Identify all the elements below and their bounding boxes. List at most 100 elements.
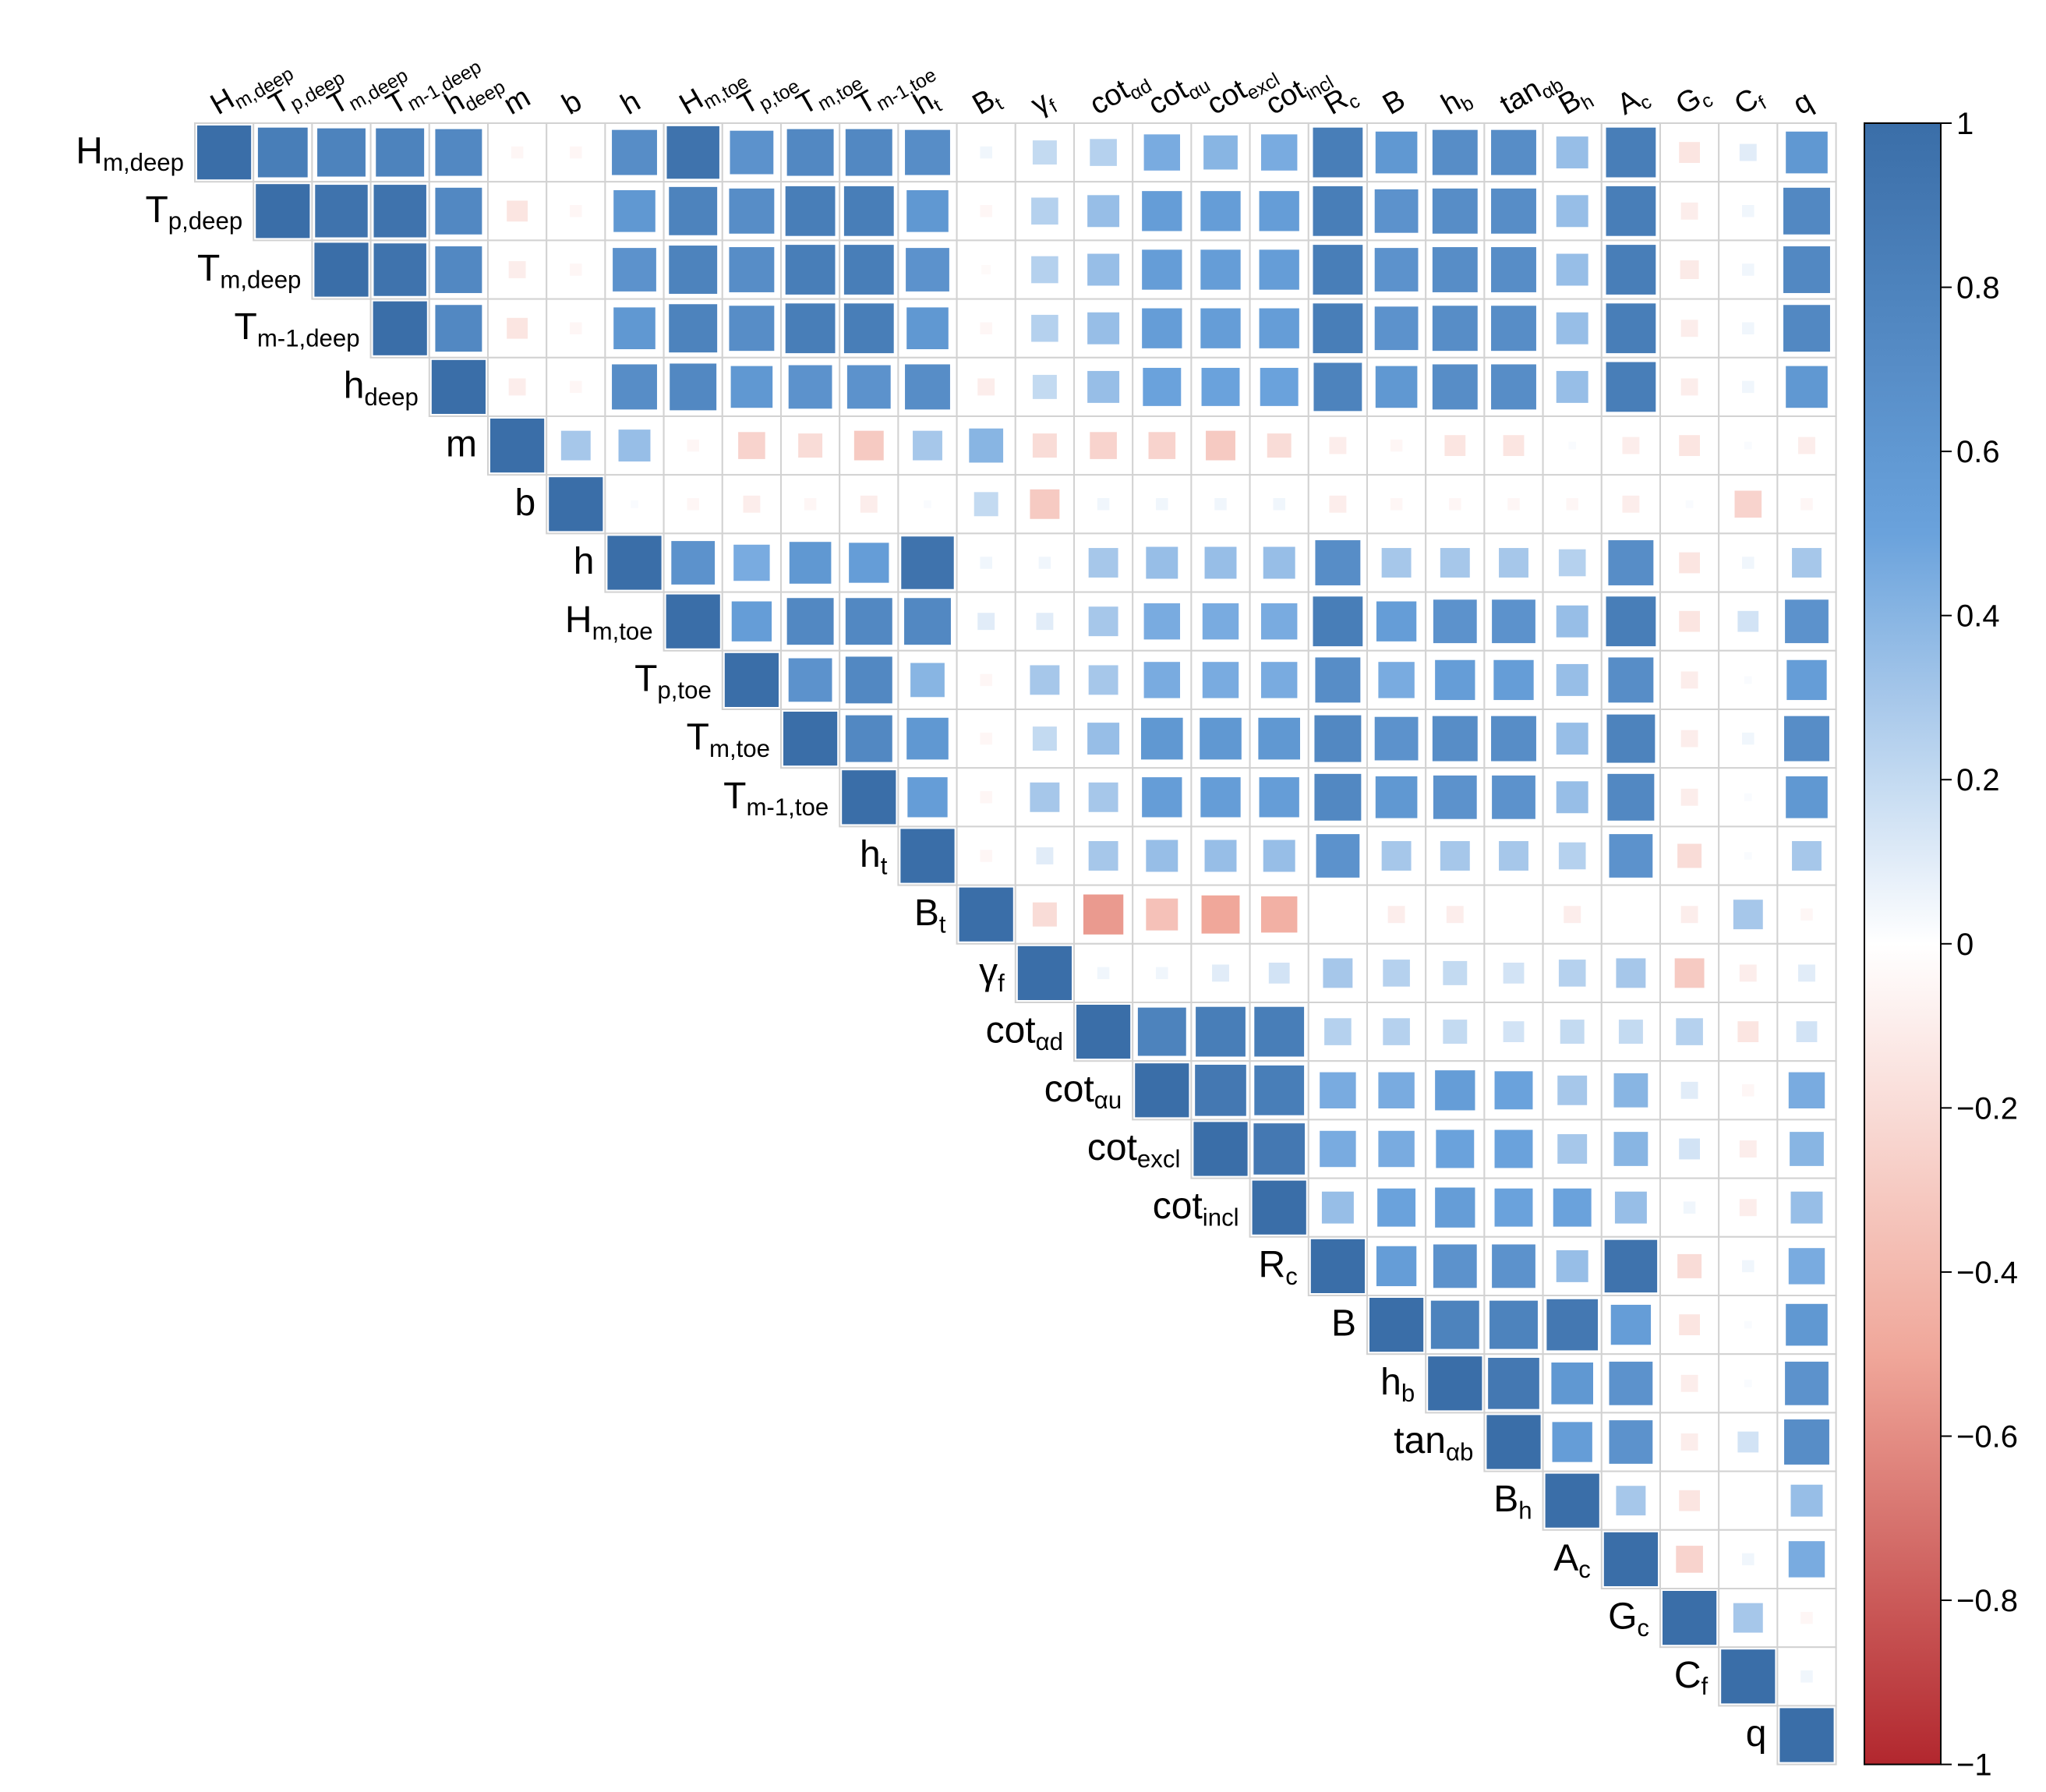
corr-square: [1790, 1484, 1823, 1517]
corr-square: [1315, 540, 1361, 585]
corr-square: [1146, 839, 1178, 872]
corr-square: [1613, 1073, 1648, 1108]
corr-square: [1503, 435, 1525, 457]
corr-square: [906, 717, 949, 760]
corr-square: [1254, 1065, 1305, 1115]
corr-square: [560, 430, 591, 461]
corr-square: [687, 498, 699, 511]
row-label: Hm,toe: [565, 599, 653, 645]
corr-square: [900, 829, 955, 883]
corr-square: [1792, 548, 1822, 578]
corr-square: [1739, 964, 1757, 982]
row-label-base: b: [514, 482, 535, 524]
row-label-sub: αb: [1446, 1438, 1473, 1465]
corr-square: [1376, 601, 1417, 642]
row-label: Bh: [1493, 1479, 1532, 1524]
corr-square: [1556, 663, 1588, 696]
corr-square: [980, 791, 992, 804]
corr-square: [1200, 717, 1242, 760]
colorbar-tick-label: −1: [1956, 1748, 1992, 1783]
corr-square: [373, 185, 426, 238]
corr-square: [1737, 610, 1759, 632]
corr-square: [913, 430, 942, 461]
corr-square: [1733, 900, 1763, 930]
corr-square: [1200, 777, 1241, 818]
corr-square: [1604, 1239, 1658, 1293]
corr-square: [1679, 1138, 1701, 1160]
corr-square: [1428, 1356, 1482, 1411]
corr-square: [1679, 552, 1701, 574]
grid-cell: [1776, 1177, 1837, 1238]
corr-square: [1679, 142, 1701, 164]
corr-square: [1252, 1180, 1306, 1235]
corr-square: [1786, 659, 1827, 701]
row-label-sub: m-1,toe: [746, 793, 829, 821]
corr-square: [1739, 1140, 1757, 1158]
row-label-sub: excl: [1137, 1145, 1180, 1172]
corr-square: [1742, 1553, 1754, 1566]
corr-square: [1721, 1649, 1776, 1704]
corr-square: [1608, 657, 1654, 703]
corr-square: [1375, 776, 1418, 818]
row-label-sub: p,deep: [168, 207, 242, 235]
corr-square: [804, 498, 817, 511]
corr-square: [507, 317, 528, 339]
corr-square: [1560, 1020, 1585, 1044]
corr-square: [1552, 1422, 1592, 1462]
corr-square: [1097, 498, 1110, 511]
row-label-base: cot: [1087, 1127, 1137, 1168]
corr-square: [256, 184, 310, 239]
colorbar-tick-label: 1: [1956, 107, 1974, 141]
row-label: h: [574, 541, 595, 582]
corr-square: [1200, 308, 1241, 348]
row-label-base: tan: [1394, 1420, 1446, 1462]
col-label: q: [1788, 85, 1818, 122]
corr-square: [1196, 1006, 1246, 1057]
corr-square: [1142, 777, 1182, 818]
corr-square: [1786, 366, 1828, 408]
corr-square: [1193, 1122, 1248, 1176]
corr-square: [1609, 1361, 1653, 1405]
corr-square: [845, 129, 892, 176]
col-label-base: cot: [1143, 73, 1193, 122]
corr-square: [1784, 716, 1829, 762]
corr-square: [1677, 1253, 1702, 1278]
corr-square: [1556, 370, 1588, 403]
corr-square: [1492, 1244, 1535, 1288]
corr-square: [785, 303, 836, 354]
corr-square: [1744, 852, 1752, 860]
corr-square: [1030, 782, 1060, 812]
corr-square: [435, 246, 482, 293]
row-label-sub: b: [1401, 1380, 1415, 1407]
corr-square: [1335, 912, 1341, 917]
corr-square: [1260, 896, 1298, 933]
corr-square: [843, 245, 894, 295]
corr-square: [1375, 366, 1418, 408]
corr-square: [1432, 306, 1478, 352]
corr-square: [1375, 131, 1418, 174]
corr-square: [1204, 839, 1237, 872]
corr-square: [1088, 841, 1118, 871]
corr-square: [670, 363, 717, 411]
corr-square: [1432, 716, 1478, 762]
corr-square: [570, 380, 582, 394]
row-label-base: T: [634, 658, 657, 699]
corr-square: [1784, 1419, 1829, 1465]
corr-square: [1202, 603, 1239, 640]
row-label-base: T: [145, 189, 168, 231]
corr-square: [1494, 1188, 1533, 1227]
corr-square: [1436, 1129, 1475, 1168]
corr-square: [974, 492, 998, 517]
row-label-base: q: [1746, 1713, 1767, 1755]
corr-square: [980, 732, 992, 745]
corr-square: [1507, 498, 1520, 511]
row-label: Tp,toe: [634, 658, 712, 703]
corr-square: [849, 543, 889, 583]
corr-square: [1556, 312, 1588, 345]
corr-square: [845, 598, 892, 645]
row-label: m: [446, 424, 477, 465]
row-label-sub: incl: [1203, 1204, 1239, 1232]
corr-square: [1679, 1490, 1701, 1511]
corr-square: [843, 303, 894, 354]
corr-square: [1146, 898, 1178, 931]
